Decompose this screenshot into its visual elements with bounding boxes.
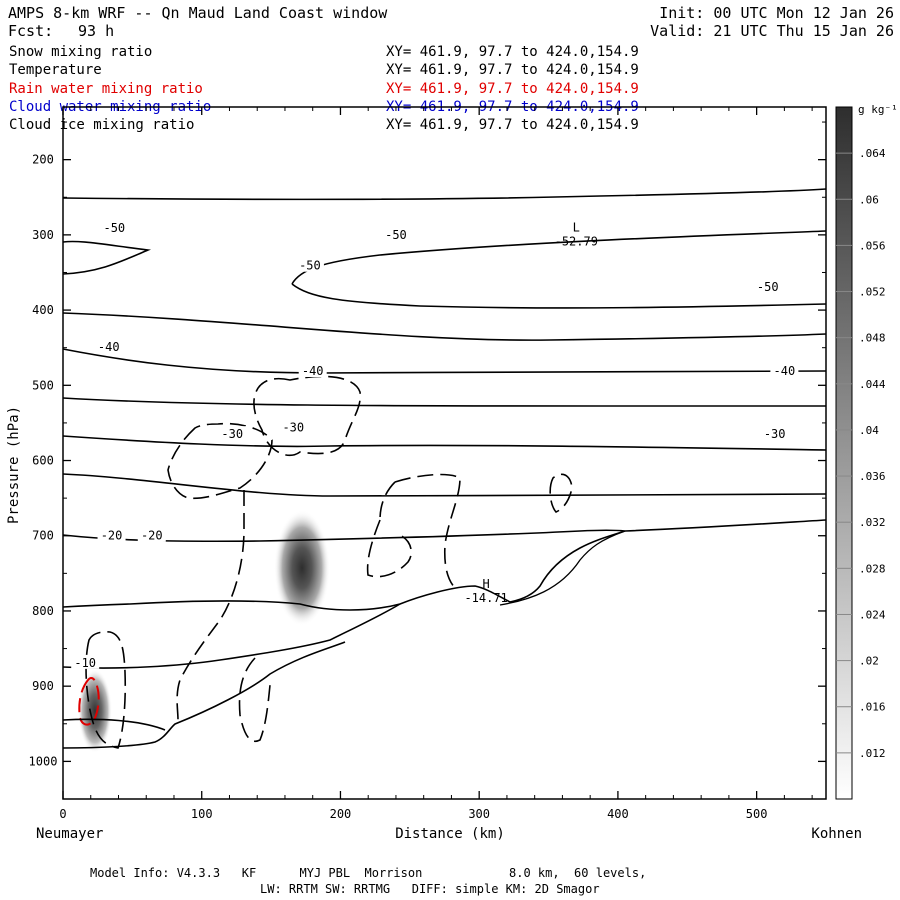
label-backdrop [94, 338, 123, 353]
y-axis: 200 300 400 500 600 700 800 900 1000 [29, 121, 826, 800]
y-tick-label: 800 [32, 604, 54, 618]
colorbar-tick-label: .016 [859, 701, 886, 714]
label-backdrop [97, 527, 126, 542]
field-coords: XY= 461.9, 97.7 to 424.0,154.9 [386, 44, 639, 60]
colorbar-tick-label: .056 [859, 239, 886, 252]
field-name: Temperature [9, 62, 102, 78]
y-tick-label: 400 [32, 303, 54, 317]
model-info: Model Info: V4.3.3 KF MYJ PBL Morrison 8… [90, 866, 647, 880]
x-axis-title: Distance (km) [395, 826, 505, 842]
extremum-letter: H [483, 577, 490, 591]
colorbar-tick-label: .048 [859, 332, 886, 345]
colorbar-tick-label: .064 [859, 147, 886, 160]
isotherm-label: -30 [764, 427, 786, 441]
colorbar-tick-label: .02 [859, 655, 879, 668]
label-backdrop [770, 363, 799, 378]
colorbar-ticks: .064 .06 .056 .052 .048 .044 .04 .036 .032 .028 .0… [836, 147, 886, 760]
label-backdrop [760, 426, 789, 441]
field-name: Snow mixing ratio [9, 44, 153, 60]
field-name: Cloud ice mixing ratio [9, 117, 195, 133]
forecast-label: Fcst: [8, 22, 54, 40]
label-backdrop [295, 257, 324, 272]
y-tick-label: 600 [32, 454, 54, 468]
colorbar-tick-label: .032 [859, 516, 886, 529]
x-tick-label: 100 [191, 807, 213, 821]
model-physics: LW: RRTM SW: RRTMG DIFF: simple KM: 2D S… [260, 882, 600, 896]
colorbar-tick-label: .06 [859, 193, 879, 206]
y-tick-label: 500 [32, 378, 54, 392]
extremum-value: -14.71 [464, 591, 507, 605]
extremum-letter: L [573, 220, 580, 234]
x-tick-label: 0 [59, 807, 66, 821]
x-axis: 0 100 200 300 400 500 [59, 107, 813, 821]
colorbar-tick-label: .036 [859, 470, 886, 483]
colorbar-tick-label: .024 [859, 608, 886, 621]
y-tick-label: 1000 [29, 754, 58, 768]
y-tick-label: 300 [32, 228, 54, 242]
label-backdrop [753, 278, 782, 293]
chart-title: AMPS 8-km WRF -- Qn Maud Land Coast wind… [8, 4, 388, 22]
x-tick-label: 300 [468, 807, 490, 821]
label-backdrop [279, 419, 308, 434]
label-backdrop [218, 426, 247, 441]
isotherm-label: -40 [98, 340, 120, 354]
isotherm-label: -30 [221, 427, 243, 441]
label-backdrop [100, 220, 129, 235]
label-backdrop [381, 226, 410, 241]
cloud-ice-contours [85, 375, 573, 749]
temperature-isotherms [62, 188, 827, 749]
x-tick-label: 500 [746, 807, 768, 821]
isotherm-label: -50 [103, 221, 125, 235]
colorbar-tick-label: .028 [859, 562, 886, 575]
field-coords: XY= 461.9, 97.7 to 424.0,154.9 [386, 117, 639, 133]
field-name: Rain water mixing ratio [9, 81, 203, 97]
mixing-ratio-maximum [78, 669, 112, 753]
colorbar-tick-label: .04 [859, 424, 879, 437]
isotherm-label: -20 [141, 529, 163, 543]
colorbar-tick-label: .052 [859, 286, 886, 299]
isotherm-label: -20 [101, 529, 123, 543]
isotherm-label: -40 [302, 364, 324, 378]
plot-frame [62, 106, 827, 800]
colorbar [835, 106, 853, 800]
x-axis-right-label: Kohnen [811, 826, 862, 842]
isotherm-label: -30 [282, 420, 304, 434]
isotherm-label: -10 [74, 656, 96, 670]
valid-time: Valid: 21 UTC Thu 15 Jan 26 [650, 22, 894, 40]
field-coords: XY= 461.9, 97.7 to 424.0,154.9 [386, 62, 639, 78]
y-tick-label: 900 [32, 679, 54, 693]
extremum-value: -52.79 [555, 234, 598, 248]
y-tick-label: 200 [32, 153, 54, 167]
x-axis-left-label: Neumayer [36, 826, 103, 842]
init-time: Init: 00 UTC Mon 12 Jan 26 [659, 4, 894, 22]
x-tick-label: 200 [330, 807, 352, 821]
label-backdrop [298, 363, 327, 378]
y-axis-title: Pressure (hPa) [6, 406, 22, 524]
y-tick-label: 700 [32, 529, 54, 543]
label-backdrop [137, 527, 166, 542]
label-backdrop [71, 654, 100, 669]
isotherm-label: -50 [299, 259, 321, 273]
isotherm-labels: -50 -50 -50 -50 -40 -40 -40 -30 -30 -30 -20 -20 -10 [71, 220, 799, 670]
extrema-markers: L-52.79 H-14.71 [464, 220, 598, 605]
x-tick-label: 400 [607, 807, 629, 821]
terrain-line [499, 530, 626, 606]
colorbar-unit: g kg⁻¹ [858, 103, 898, 116]
rain-water-contour [78, 677, 100, 726]
isotherm-label: -50 [385, 228, 407, 242]
forecast-hour: 93 h [78, 22, 115, 40]
isotherm-label: -50 [757, 280, 779, 294]
isotherm-label: -40 [774, 364, 796, 378]
colorbar-tick-label: .012 [859, 747, 886, 760]
colorbar-tick-label: .044 [859, 378, 886, 391]
field-coords: XY= 461.9, 97.7 to 424.0,154.9 [386, 81, 639, 97]
